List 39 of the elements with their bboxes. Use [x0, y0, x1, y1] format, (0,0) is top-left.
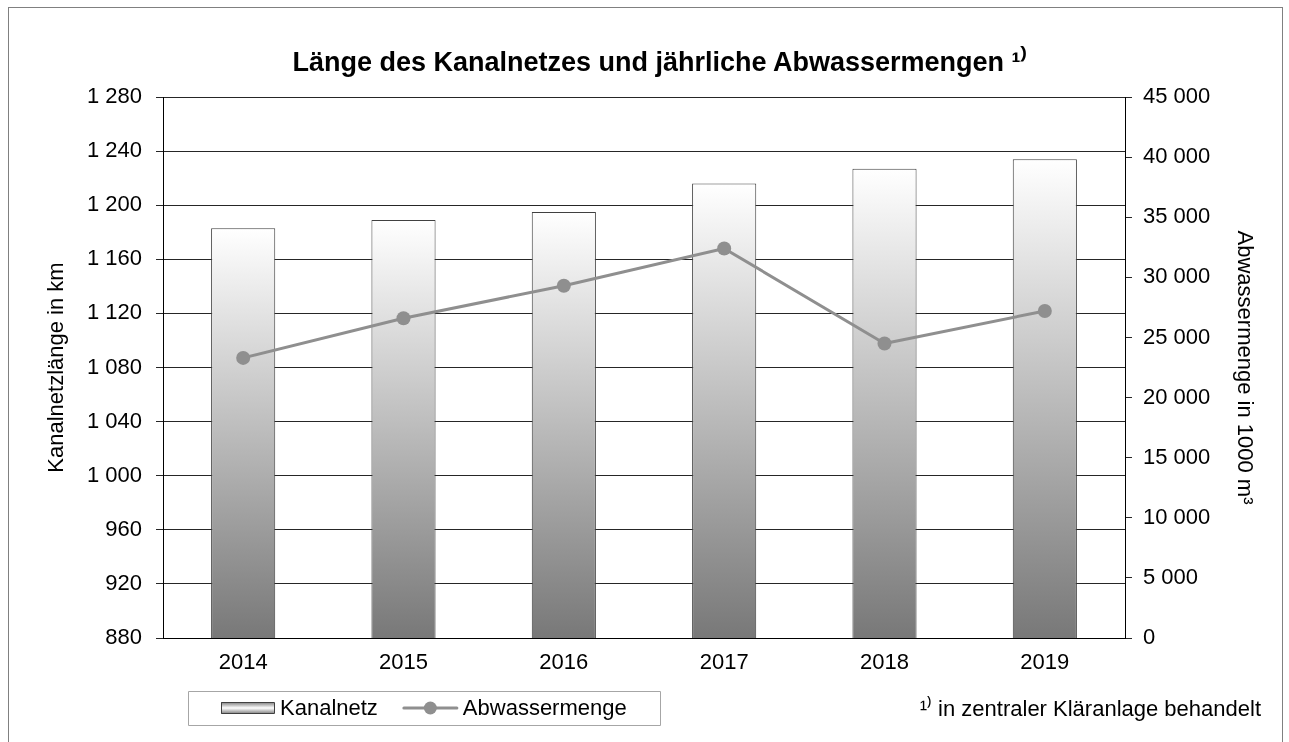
point	[877, 336, 892, 351]
legend-label: Abwassermenge	[462, 695, 627, 721]
y-tick-label: 1 160	[86, 245, 142, 271]
text: ¹⁾ in zentraler Kläranlage behandelt	[919, 696, 1261, 722]
y2-tick-label: 5 000	[1143, 563, 1199, 589]
legend-label: Kanalnetz	[280, 695, 378, 721]
y2-axis-title: Abwassermenge in 1000 m³	[1232, 230, 1258, 505]
y-tick-label: 1 000	[86, 461, 142, 487]
y2-tick-label: 35 000	[1143, 203, 1211, 229]
y-tick-label: 1 120	[86, 299, 142, 325]
y-axis-title: Kanalnetzlänge in km	[43, 262, 69, 473]
point	[1037, 304, 1052, 318]
y2-tick-label: 10 000	[1143, 503, 1211, 529]
point	[396, 311, 411, 326]
y2-tick-label: 15 000	[1143, 443, 1211, 469]
y2-tick-label: 45 000	[1143, 83, 1211, 109]
chart-title: Länge des Kanalnetzes und jährliche Abwassermengen ¹⁾	[291, 47, 1028, 78]
point	[236, 350, 251, 365]
y2-tick-label: 25 000	[1143, 323, 1211, 349]
y2-tick-label: 30 000	[1143, 263, 1211, 289]
y-tick-label: 1 280	[86, 83, 142, 109]
y2-tick-label: 0	[1143, 624, 1156, 650]
y-tick-label: 960	[105, 515, 142, 541]
y-tick-label: 1 080	[86, 353, 142, 379]
x-tick-label: 2017	[699, 649, 749, 675]
y-tick-label: 920	[105, 569, 142, 595]
x-tick-label: 2014	[218, 649, 268, 675]
x-tick-label: 2018	[860, 649, 909, 675]
y2-tick-label: 40 000	[1143, 143, 1211, 169]
y-tick-label: 1 200	[86, 191, 142, 217]
y-tick-label: 880	[105, 624, 142, 650]
y-tick-label: 1 240	[86, 137, 142, 163]
point	[556, 278, 571, 293]
point	[717, 241, 732, 256]
y2-tick-label: 20 000	[1143, 383, 1211, 409]
x-tick-label: 2016	[539, 649, 589, 675]
x-tick-label: 2015	[379, 649, 428, 675]
y-tick-label: 1 040	[86, 407, 142, 433]
x-tick-label: 2019	[1020, 649, 1070, 675]
